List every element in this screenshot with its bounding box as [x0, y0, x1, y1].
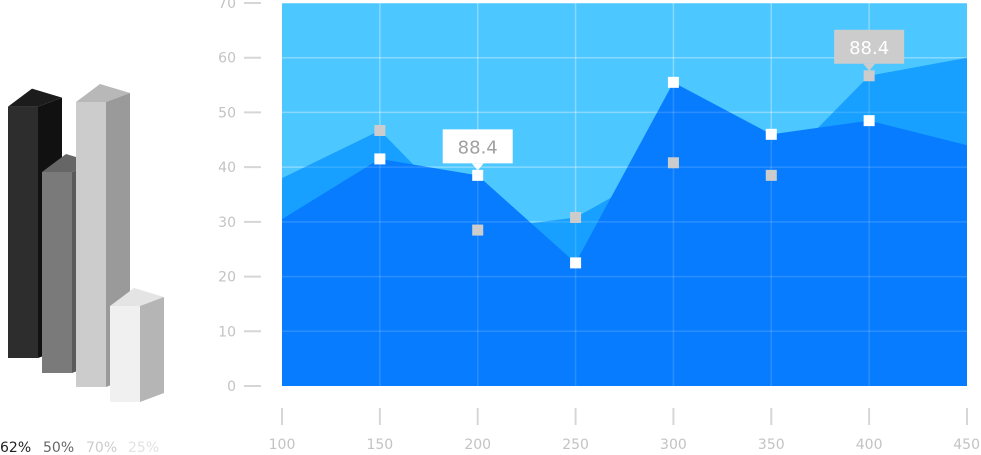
data-point-s2-400 [863, 115, 875, 127]
data-point-s2-150 [374, 153, 386, 165]
column-label-1: 62% [0, 440, 31, 455]
y-tick-label: 20 [218, 270, 236, 286]
data-point-s2-300 [667, 76, 679, 88]
y-tick-label: 50 [218, 105, 236, 121]
x-tick-label: 350 [758, 437, 785, 453]
callout-label: 88.4 [458, 137, 498, 158]
column-label-2: 50% [43, 440, 74, 455]
column-top-face [76, 84, 130, 102]
value-callout-1: 88.4 [442, 129, 513, 171]
x-tick-label: 450 [953, 437, 980, 453]
data-point-s2-350 [765, 128, 777, 140]
column-side-face [140, 297, 164, 402]
x-tick-label: 200 [464, 437, 491, 453]
callout-pointer [471, 163, 484, 171]
callout-label: 88.4 [849, 38, 889, 59]
callout-box [834, 29, 905, 64]
y-tick-label: 60 [218, 51, 236, 67]
x-tick-label: 250 [562, 437, 589, 453]
data-point-s1-300 [667, 157, 679, 169]
callout-box [442, 129, 513, 164]
column-label-4: 25% [128, 440, 159, 455]
data-point-s1-250 [570, 211, 582, 223]
column-front-face [110, 306, 140, 402]
column-top-face [8, 88, 62, 107]
data-point-s1-150 [374, 124, 386, 136]
data-point-s2-200 [472, 169, 484, 181]
column-chart-3d: 62% 50% 70% 25% [0, 84, 164, 455]
y-tick-label: 10 [218, 324, 236, 340]
column-top-face [110, 288, 164, 306]
column-4 [110, 288, 164, 402]
column-label-3: 70% [86, 440, 117, 455]
y-tick-label: 70 [218, 0, 236, 12]
column-front-face [42, 172, 72, 373]
x-tick-label: 300 [660, 437, 687, 453]
data-point-s1-400 [863, 70, 875, 82]
value-callout-2: 88.4 [834, 29, 905, 71]
column-front-face [8, 106, 38, 358]
callout-pointer [863, 63, 876, 71]
x-tick-label: 100 [269, 437, 296, 453]
data-point-s1-350 [765, 169, 777, 181]
y-tick-label: 30 [218, 215, 236, 231]
data-point-s2-250 [570, 257, 582, 269]
y-tick-label: 40 [218, 160, 236, 176]
y-tick-label: 0 [227, 379, 236, 395]
data-point-s1-200 [472, 224, 484, 236]
area-series-2 [282, 82, 967, 386]
x-tick-label: 150 [366, 437, 393, 453]
column-front-face [76, 102, 106, 387]
x-tick-label: 400 [856, 437, 883, 453]
